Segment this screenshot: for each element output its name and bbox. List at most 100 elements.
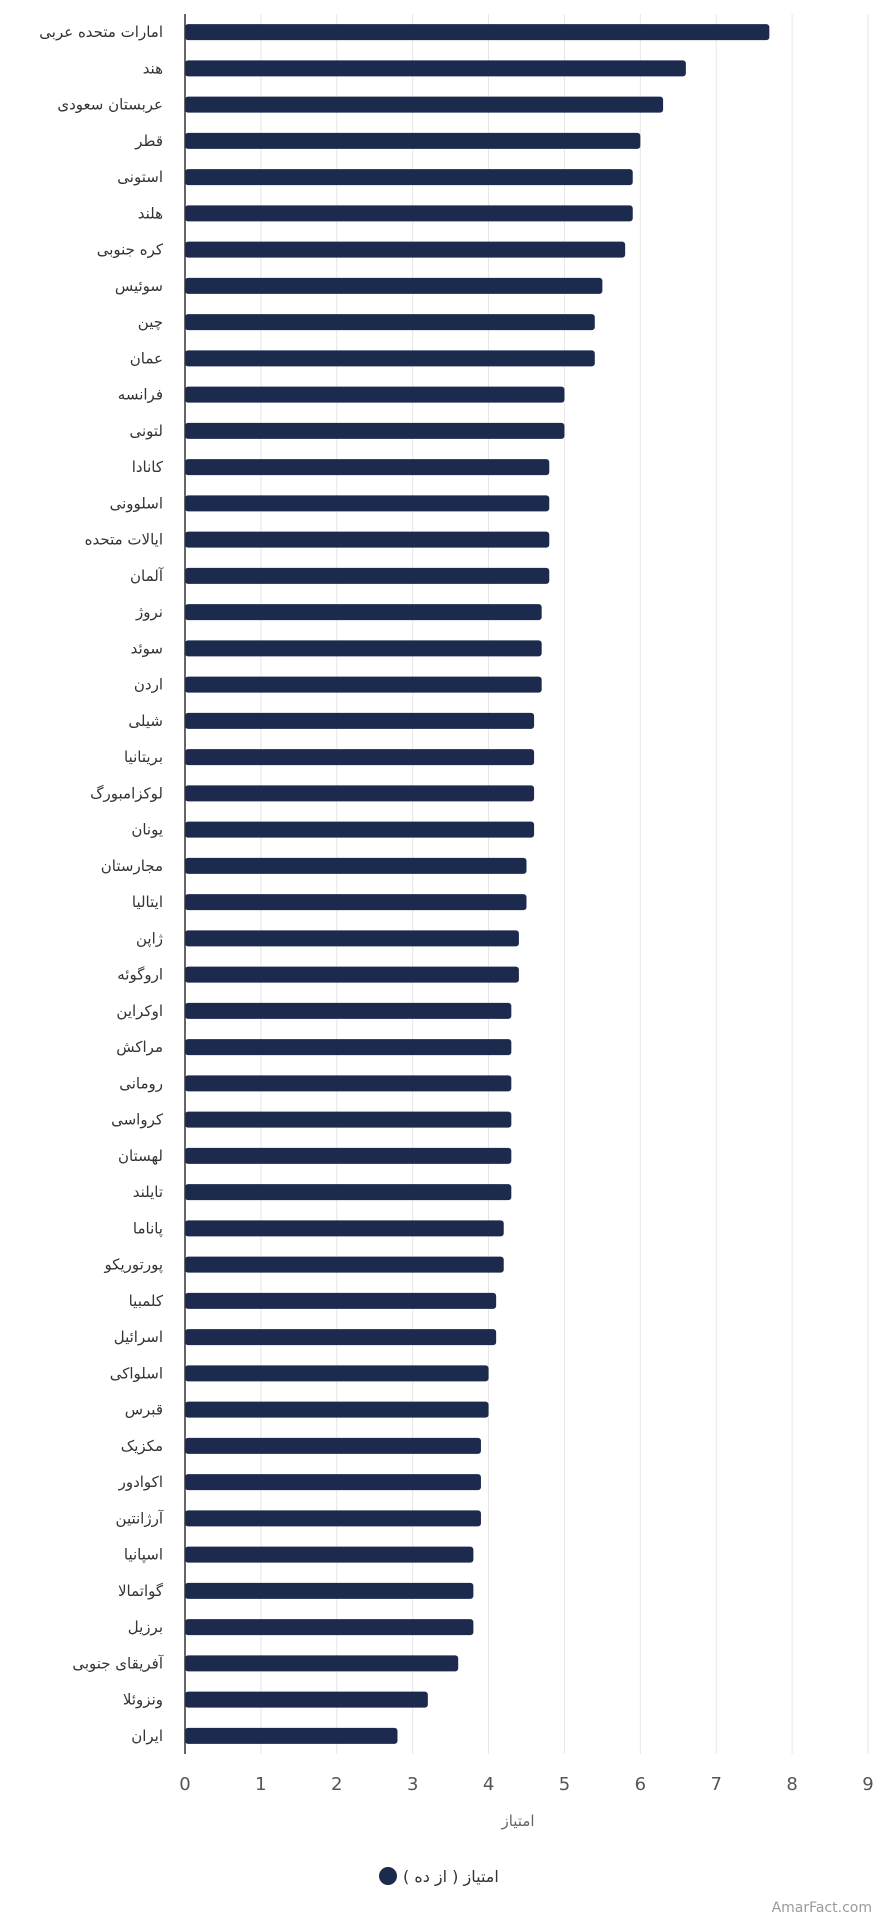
- bar[interactable]: [185, 277, 603, 294]
- bar[interactable]: [185, 1329, 497, 1346]
- bar[interactable]: [185, 1655, 459, 1672]
- bar[interactable]: [185, 96, 664, 113]
- bar[interactable]: [185, 1184, 512, 1201]
- legend[interactable]: امتیاز ( از ده ): [379, 1867, 499, 1887]
- bar[interactable]: [185, 1256, 504, 1273]
- bar[interactable]: [185, 1111, 512, 1128]
- x-axis-title: امتیاز: [500, 1812, 534, 1830]
- category-label: ایتالیا: [132, 893, 163, 911]
- legend-label: امتیاز ( از ده ): [403, 1867, 499, 1887]
- bar[interactable]: [185, 1691, 428, 1708]
- bar[interactable]: [185, 205, 633, 222]
- x-tick-label: 3: [407, 1774, 418, 1795]
- category-label: اردن: [134, 676, 163, 694]
- category-label: اوکراین: [116, 1002, 163, 1020]
- category-label: پاناما: [133, 1219, 163, 1238]
- bar[interactable]: [185, 169, 633, 186]
- bars: [185, 24, 770, 1744]
- bar[interactable]: [185, 495, 550, 512]
- category-label: سوئد: [131, 639, 163, 657]
- x-tick-label: 1: [255, 1774, 266, 1795]
- bar[interactable]: [185, 60, 686, 77]
- bar[interactable]: [185, 676, 542, 693]
- x-tick-labels: 0 1 2 3 4 5 6 7 8 9: [179, 1774, 873, 1795]
- bar[interactable]: [185, 821, 535, 838]
- bar[interactable]: [185, 1727, 398, 1744]
- category-label: مراکش: [116, 1038, 163, 1056]
- bar[interactable]: [185, 1075, 512, 1092]
- category-label: فرانسه: [118, 386, 163, 404]
- x-tick-label: 7: [710, 1774, 721, 1795]
- category-label: ایران: [131, 1727, 163, 1745]
- x-tick-label: 0: [179, 1774, 190, 1795]
- bar[interactable]: [185, 894, 527, 911]
- bar[interactable]: [185, 930, 519, 947]
- bar[interactable]: [185, 459, 550, 476]
- category-label: پورتوریکو: [103, 1256, 163, 1275]
- bar[interactable]: [185, 24, 770, 41]
- bar[interactable]: [185, 1292, 497, 1309]
- category-label: رومانی: [119, 1074, 163, 1092]
- bar[interactable]: [185, 1510, 481, 1527]
- category-label: هلند: [138, 204, 163, 222]
- bar[interactable]: [185, 531, 550, 548]
- bar[interactable]: [185, 1582, 474, 1599]
- category-label: برزیل: [128, 1618, 163, 1636]
- category-label: یونان: [131, 821, 163, 839]
- category-label: آفریقای جنوبی: [72, 1654, 164, 1672]
- bar[interactable]: [185, 422, 565, 439]
- bar[interactable]: [185, 1220, 504, 1237]
- category-label: لوکزامبورگ: [90, 784, 163, 802]
- bar[interactable]: [185, 241, 626, 258]
- bar[interactable]: [185, 386, 565, 403]
- watermark: AmarFact.com: [772, 1900, 872, 1916]
- legend-marker: [379, 1867, 397, 1885]
- category-label: اسرائیل: [114, 1328, 163, 1346]
- bar[interactable]: [185, 132, 641, 149]
- category-label: اکوادور: [118, 1473, 163, 1491]
- category-label: اسلواکی: [110, 1364, 163, 1382]
- category-label: اسپانیا: [124, 1546, 163, 1565]
- category-label: عربستان سعودی: [57, 96, 163, 114]
- bar[interactable]: [185, 1365, 489, 1382]
- bar[interactable]: [185, 350, 595, 367]
- bar[interactable]: [185, 785, 535, 802]
- bar[interactable]: [185, 1619, 474, 1636]
- category-label: استونی: [117, 168, 163, 186]
- category-label: چین: [138, 313, 163, 331]
- bar[interactable]: [185, 1002, 512, 1019]
- x-tick-label: 4: [483, 1774, 494, 1795]
- bar[interactable]: [185, 640, 542, 657]
- category-label: لهستان: [118, 1147, 163, 1165]
- category-label: سوئیس: [115, 277, 163, 295]
- category-label: لتونی: [129, 422, 163, 440]
- category-label: کانادا: [132, 458, 164, 476]
- category-label: تایلند: [133, 1183, 163, 1201]
- category-label: عمان: [130, 349, 163, 367]
- bar[interactable]: [185, 1147, 512, 1164]
- x-tick-label: 6: [635, 1774, 646, 1795]
- category-label: کرواسی: [111, 1111, 164, 1129]
- bar[interactable]: [185, 749, 535, 766]
- category-label: مجارستان: [101, 857, 163, 875]
- bar[interactable]: [185, 1437, 481, 1454]
- x-tick-label: 8: [786, 1774, 797, 1795]
- bar[interactable]: [185, 857, 527, 874]
- category-label: اروگوئه: [117, 966, 163, 984]
- x-tick-label: 5: [559, 1774, 570, 1795]
- bar[interactable]: [185, 314, 595, 331]
- bar[interactable]: [185, 1401, 489, 1418]
- bar[interactable]: [185, 1474, 481, 1491]
- bar[interactable]: [185, 567, 550, 584]
- bar[interactable]: [185, 1546, 474, 1563]
- category-label: نروژ: [135, 603, 163, 621]
- bar[interactable]: [185, 712, 535, 729]
- bar[interactable]: [185, 1039, 512, 1056]
- grid-lines: [260, 14, 869, 1754]
- category-label: امارات متحده عربی: [39, 23, 163, 41]
- bar[interactable]: [185, 966, 519, 983]
- bar[interactable]: [185, 604, 542, 621]
- category-label: گواتمالا: [118, 1582, 164, 1600]
